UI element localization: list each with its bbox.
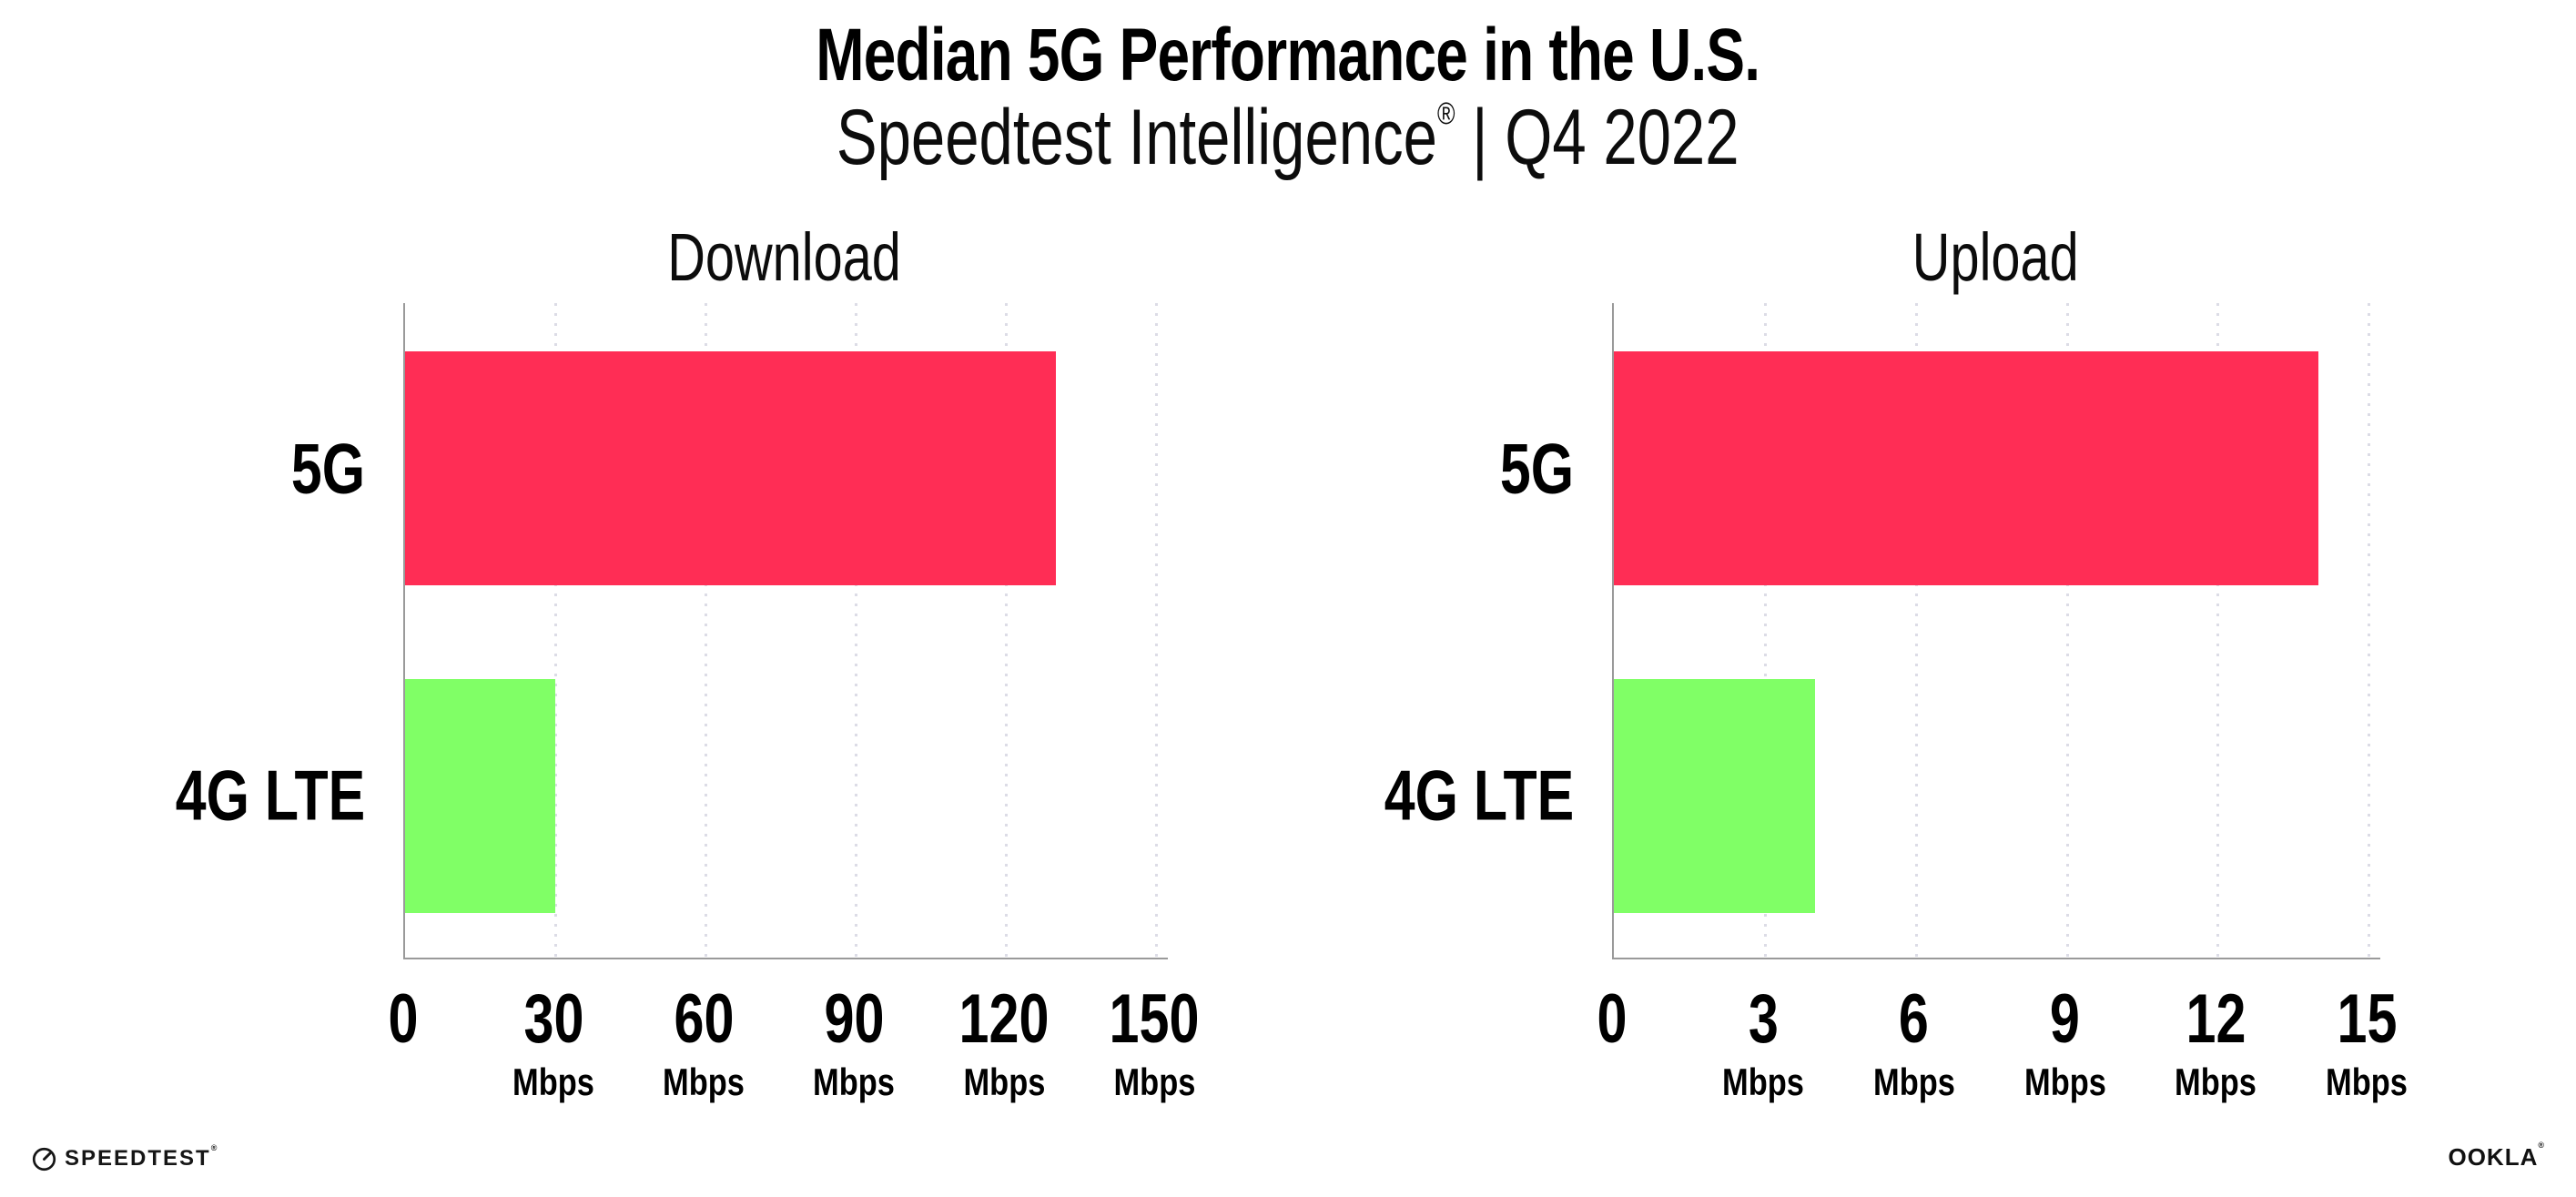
tick-number: 0 (1597, 980, 1628, 1058)
figure-subtitle: Speedtest Intelligence® | Q4 2022 (0, 93, 2576, 183)
bar-4g-lte (1614, 678, 1816, 913)
subtitle-brand: Speedtest Intelligence (837, 94, 1438, 181)
category-label-5g: 5G (290, 428, 365, 508)
gridline-15 (2368, 303, 2371, 958)
ookla-logo: OOKLA® (2448, 1141, 2544, 1172)
tick-number: 30 (523, 980, 584, 1058)
x-tick-label-150: 150 Mbps (1097, 985, 1212, 1101)
figure-subtitle-text: Speedtest Intelligence® | Q4 2022 (837, 93, 1739, 183)
plot-area-download (403, 303, 1168, 959)
speedtest-logo: SPEEDTEST® (32, 1138, 217, 1180)
tick-number: 15 (2337, 980, 2398, 1058)
category-label-4g-lte: 4G LTE (175, 755, 365, 836)
chart-title-upload: Upload (1912, 219, 2079, 295)
gridline-120 (1005, 303, 1009, 958)
category-label-4g-lte: 4G LTE (1384, 755, 1574, 836)
category-labels-upload: 5G 4G LTE (1210, 303, 1574, 958)
subtitle-period: | Q4 2022 (1455, 94, 1739, 181)
tick-unit: Mbps (663, 1060, 745, 1103)
gridline-12 (2216, 303, 2220, 958)
x-tick-label-60: 60 Mbps (654, 985, 754, 1101)
x-tick-label-3: 3 Mbps (1713, 985, 1813, 1101)
figure-title: Median 5G Performance in the U.S. (0, 13, 2576, 98)
tick-unit: Mbps (1872, 1060, 1955, 1103)
x-tick-label-120: 120 Mbps (947, 985, 1062, 1101)
plot-area-upload (1612, 303, 2380, 959)
tick-number: 90 (824, 980, 885, 1058)
x-tick-label-0: 0 (384, 985, 422, 1054)
bar-5g (405, 351, 1057, 585)
tick-unit: Mbps (2175, 1060, 2257, 1103)
tick-number: 12 (2186, 980, 2246, 1058)
category-label-5g: 5G (1499, 428, 1574, 508)
x-axis-ticks-upload: 0 3 Mbps 6 Mbps 9 Mbps 12 Mbps 15 Mbps (1597, 985, 2409, 1121)
bar-4g-lte (405, 678, 556, 913)
x-tick-label-30: 30 Mbps (503, 985, 603, 1101)
speedtest-gauge-icon (32, 1147, 56, 1171)
tick-unit: Mbps (2023, 1060, 2106, 1103)
x-tick-label-6: 6 Mbps (1864, 985, 1964, 1101)
tick-unit: Mbps (1721, 1060, 1804, 1103)
registered-mark-icon: ® (1437, 96, 1455, 131)
chart-title-download: Download (667, 219, 902, 295)
tick-unit: Mbps (512, 1060, 595, 1103)
speedtest-wordmark: SPEEDTEST® (65, 1143, 218, 1171)
tick-number: 0 (388, 980, 419, 1058)
x-tick-label-12: 12 Mbps (2166, 985, 2267, 1101)
x-tick-label-9: 9 Mbps (2015, 985, 2115, 1101)
tick-number: 60 (674, 980, 735, 1058)
tick-number: 150 (1109, 980, 1200, 1058)
tick-number: 6 (1899, 980, 1930, 1058)
speedtest-registered-mark-icon: ® (210, 1143, 218, 1152)
tick-number: 120 (958, 980, 1050, 1058)
ookla-wordmark: OOKLA (2448, 1143, 2539, 1171)
tick-unit: Mbps (2326, 1060, 2409, 1103)
x-axis-ticks-download: 0 30 Mbps 60 Mbps 90 Mbps 120 Mbps 150 Mbps (389, 985, 1200, 1121)
tick-number: 3 (1748, 980, 1779, 1058)
gridline-60 (705, 303, 708, 958)
bar-5g (1614, 351, 2319, 585)
tick-unit: Mbps (1113, 1060, 1196, 1103)
category-labels-download: 5G 4G LTE (1, 303, 365, 958)
x-tick-label-0: 0 (1593, 985, 1631, 1054)
gridline-90 (855, 303, 858, 958)
x-tick-label-15: 15 Mbps (2317, 985, 2418, 1101)
tick-unit: Mbps (813, 1060, 896, 1103)
tick-number: 9 (2050, 980, 2081, 1058)
gridline-6 (1914, 303, 1918, 958)
gridline-9 (2065, 303, 2069, 958)
gridline-30 (554, 303, 558, 958)
gridline-3 (1763, 303, 1767, 958)
ookla-registered-mark-icon: ® (2538, 1141, 2544, 1150)
figure-title-text: Median 5G Performance in the U.S. (816, 14, 1761, 96)
tick-unit: Mbps (963, 1060, 1046, 1103)
x-tick-label-90: 90 Mbps (804, 985, 904, 1101)
gridline-150 (1155, 303, 1159, 958)
